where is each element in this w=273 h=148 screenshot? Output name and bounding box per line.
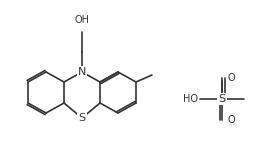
Text: S: S	[218, 94, 225, 104]
Text: O: O	[227, 115, 235, 125]
Text: O: O	[227, 73, 235, 83]
Text: S: S	[78, 113, 85, 123]
Text: OH: OH	[75, 15, 90, 25]
Text: HO: HO	[183, 94, 198, 104]
Text: N: N	[78, 67, 86, 77]
